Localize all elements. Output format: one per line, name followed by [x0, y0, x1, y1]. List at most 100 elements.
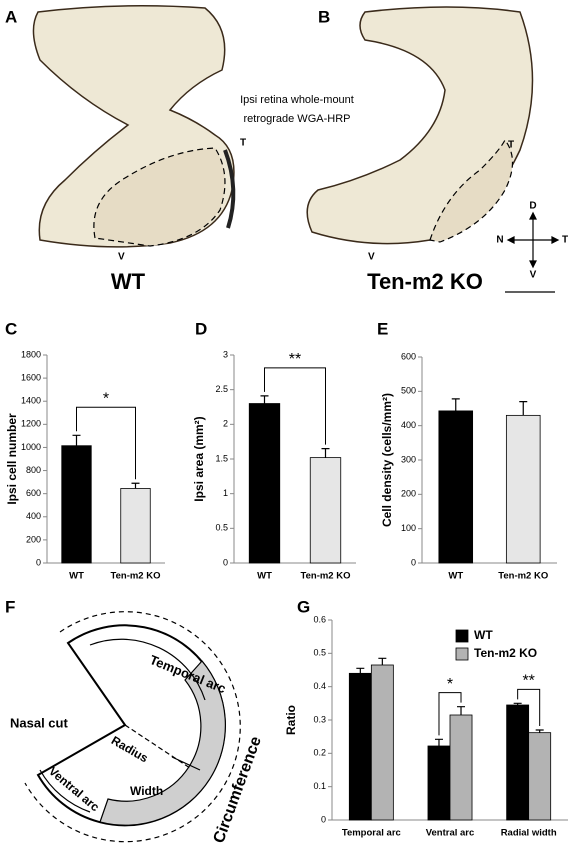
y-tick-label: 0.6 — [313, 614, 326, 624]
error-bar — [356, 667, 365, 674]
x-tick-label: WT — [448, 571, 463, 582]
y-tick-label: 400 — [401, 420, 416, 430]
significance-label: ** — [522, 673, 534, 690]
y-tick-label: 0.2 — [313, 748, 326, 758]
bar — [61, 445, 92, 564]
error-bar — [535, 729, 544, 733]
bar — [438, 410, 474, 564]
method-text: retrograde WGA-HRP — [244, 113, 351, 125]
error-bar — [457, 706, 466, 715]
y-tick-label: 0.5 — [215, 523, 228, 533]
y-tick-label: 400 — [26, 511, 41, 521]
bar — [309, 457, 342, 564]
compass-label: V — [530, 270, 537, 281]
panel-label: G — [297, 597, 310, 616]
diagram-label: Nasal cut — [10, 715, 68, 730]
compass-label: N — [496, 235, 503, 246]
x-tick-label: Ten-m2 KO — [301, 571, 351, 582]
measurement-diagram — [24, 611, 241, 843]
compass — [506, 211, 560, 269]
compass-label: T — [562, 235, 568, 246]
y-tick-label: 600 — [26, 488, 41, 498]
y-tick-label: 0.3 — [313, 714, 326, 724]
y-axis-label: Cell density (cells/mm²) — [380, 393, 394, 527]
ko-retina-photo — [306, 6, 534, 245]
significance-bracket — [264, 367, 326, 445]
y-tick-label: 3 — [223, 349, 228, 359]
y-tick-label: 1800 — [21, 349, 41, 359]
error-bar — [451, 398, 460, 411]
x-tick-label: Radial width — [501, 828, 557, 839]
y-axis-label: Ipsi cell number — [5, 413, 19, 505]
x-tick-label: Temporal arc — [342, 828, 401, 839]
y-tick-label: 300 — [401, 454, 416, 464]
y-tick-label: 0 — [223, 557, 228, 567]
legend-label: WT — [474, 628, 493, 642]
bar — [120, 488, 151, 564]
y-tick-label: 2.5 — [215, 384, 228, 394]
y-tick-label: 0.1 — [313, 781, 326, 791]
y-tick-label: 100 — [401, 523, 416, 533]
y-tick-label: 800 — [26, 465, 41, 475]
y-tick-label: 2 — [223, 419, 228, 429]
method-text: Ipsi retina whole-mount — [240, 94, 354, 106]
error-bar — [378, 657, 387, 665]
panel-label: E — [377, 319, 388, 338]
y-tick-label: 500 — [401, 386, 416, 396]
error-bar — [72, 434, 81, 446]
y-tick-label: 600 — [401, 351, 416, 361]
legend-swatch — [455, 647, 469, 661]
bar — [248, 403, 281, 564]
panel-label: A — [5, 7, 17, 26]
error-bar — [321, 448, 330, 458]
diagram-label: Width — [130, 784, 163, 798]
y-tick-label: 1400 — [21, 396, 41, 406]
bar — [370, 664, 394, 821]
x-tick-label: Ten-m2 KO — [111, 571, 161, 582]
y-tick-label: 1600 — [21, 372, 41, 382]
bar — [505, 414, 541, 564]
x-tick-label: WT — [257, 571, 272, 582]
genotype-caption: WT — [111, 269, 146, 294]
panel-label: F — [5, 597, 15, 616]
y-tick-label: 200 — [401, 489, 416, 499]
y-tick-label: 0.4 — [313, 681, 326, 691]
legend-swatch — [455, 629, 469, 643]
orientation-label: T — [240, 138, 246, 149]
significance-label: ** — [289, 351, 301, 368]
y-axis-label: Ratio — [284, 705, 298, 735]
bar — [348, 672, 372, 821]
wt-retina-photo — [32, 5, 236, 248]
error-bar — [513, 702, 522, 705]
orientation-label: V — [118, 252, 125, 263]
significance-bracket — [76, 406, 136, 480]
y-tick-label: 1.5 — [215, 453, 228, 463]
legend-label: Ten-m2 KO — [474, 646, 537, 660]
significance-bracket — [438, 692, 462, 736]
y-tick-label: 0 — [321, 814, 326, 824]
bar — [449, 714, 473, 821]
y-tick-label: 1200 — [21, 419, 41, 429]
significance-label: * — [103, 391, 109, 408]
genotype-caption: Ten-m2 KO — [367, 269, 483, 294]
y-tick-label: 0 — [411, 557, 416, 567]
orientation-label: V — [368, 252, 375, 263]
y-tick-label: 200 — [26, 534, 41, 544]
y-tick-label: 0.5 — [313, 648, 326, 658]
bar — [528, 732, 552, 821]
x-tick-label: WT — [69, 571, 84, 582]
bar — [427, 745, 451, 821]
error-bar — [434, 738, 443, 746]
y-tick-label: 1000 — [21, 442, 41, 452]
x-tick-label: Ventral arc — [426, 828, 475, 839]
y-tick-label: 1 — [223, 488, 228, 498]
panel-label: B — [318, 7, 330, 26]
y-tick-label: 0 — [36, 557, 41, 567]
y-axis-label: Ipsi area (mm²) — [192, 416, 206, 501]
significance-label: * — [447, 676, 453, 693]
bar — [506, 704, 530, 821]
significance-bracket — [517, 688, 541, 726]
panel-label: D — [195, 319, 207, 338]
error-bar — [260, 395, 269, 404]
